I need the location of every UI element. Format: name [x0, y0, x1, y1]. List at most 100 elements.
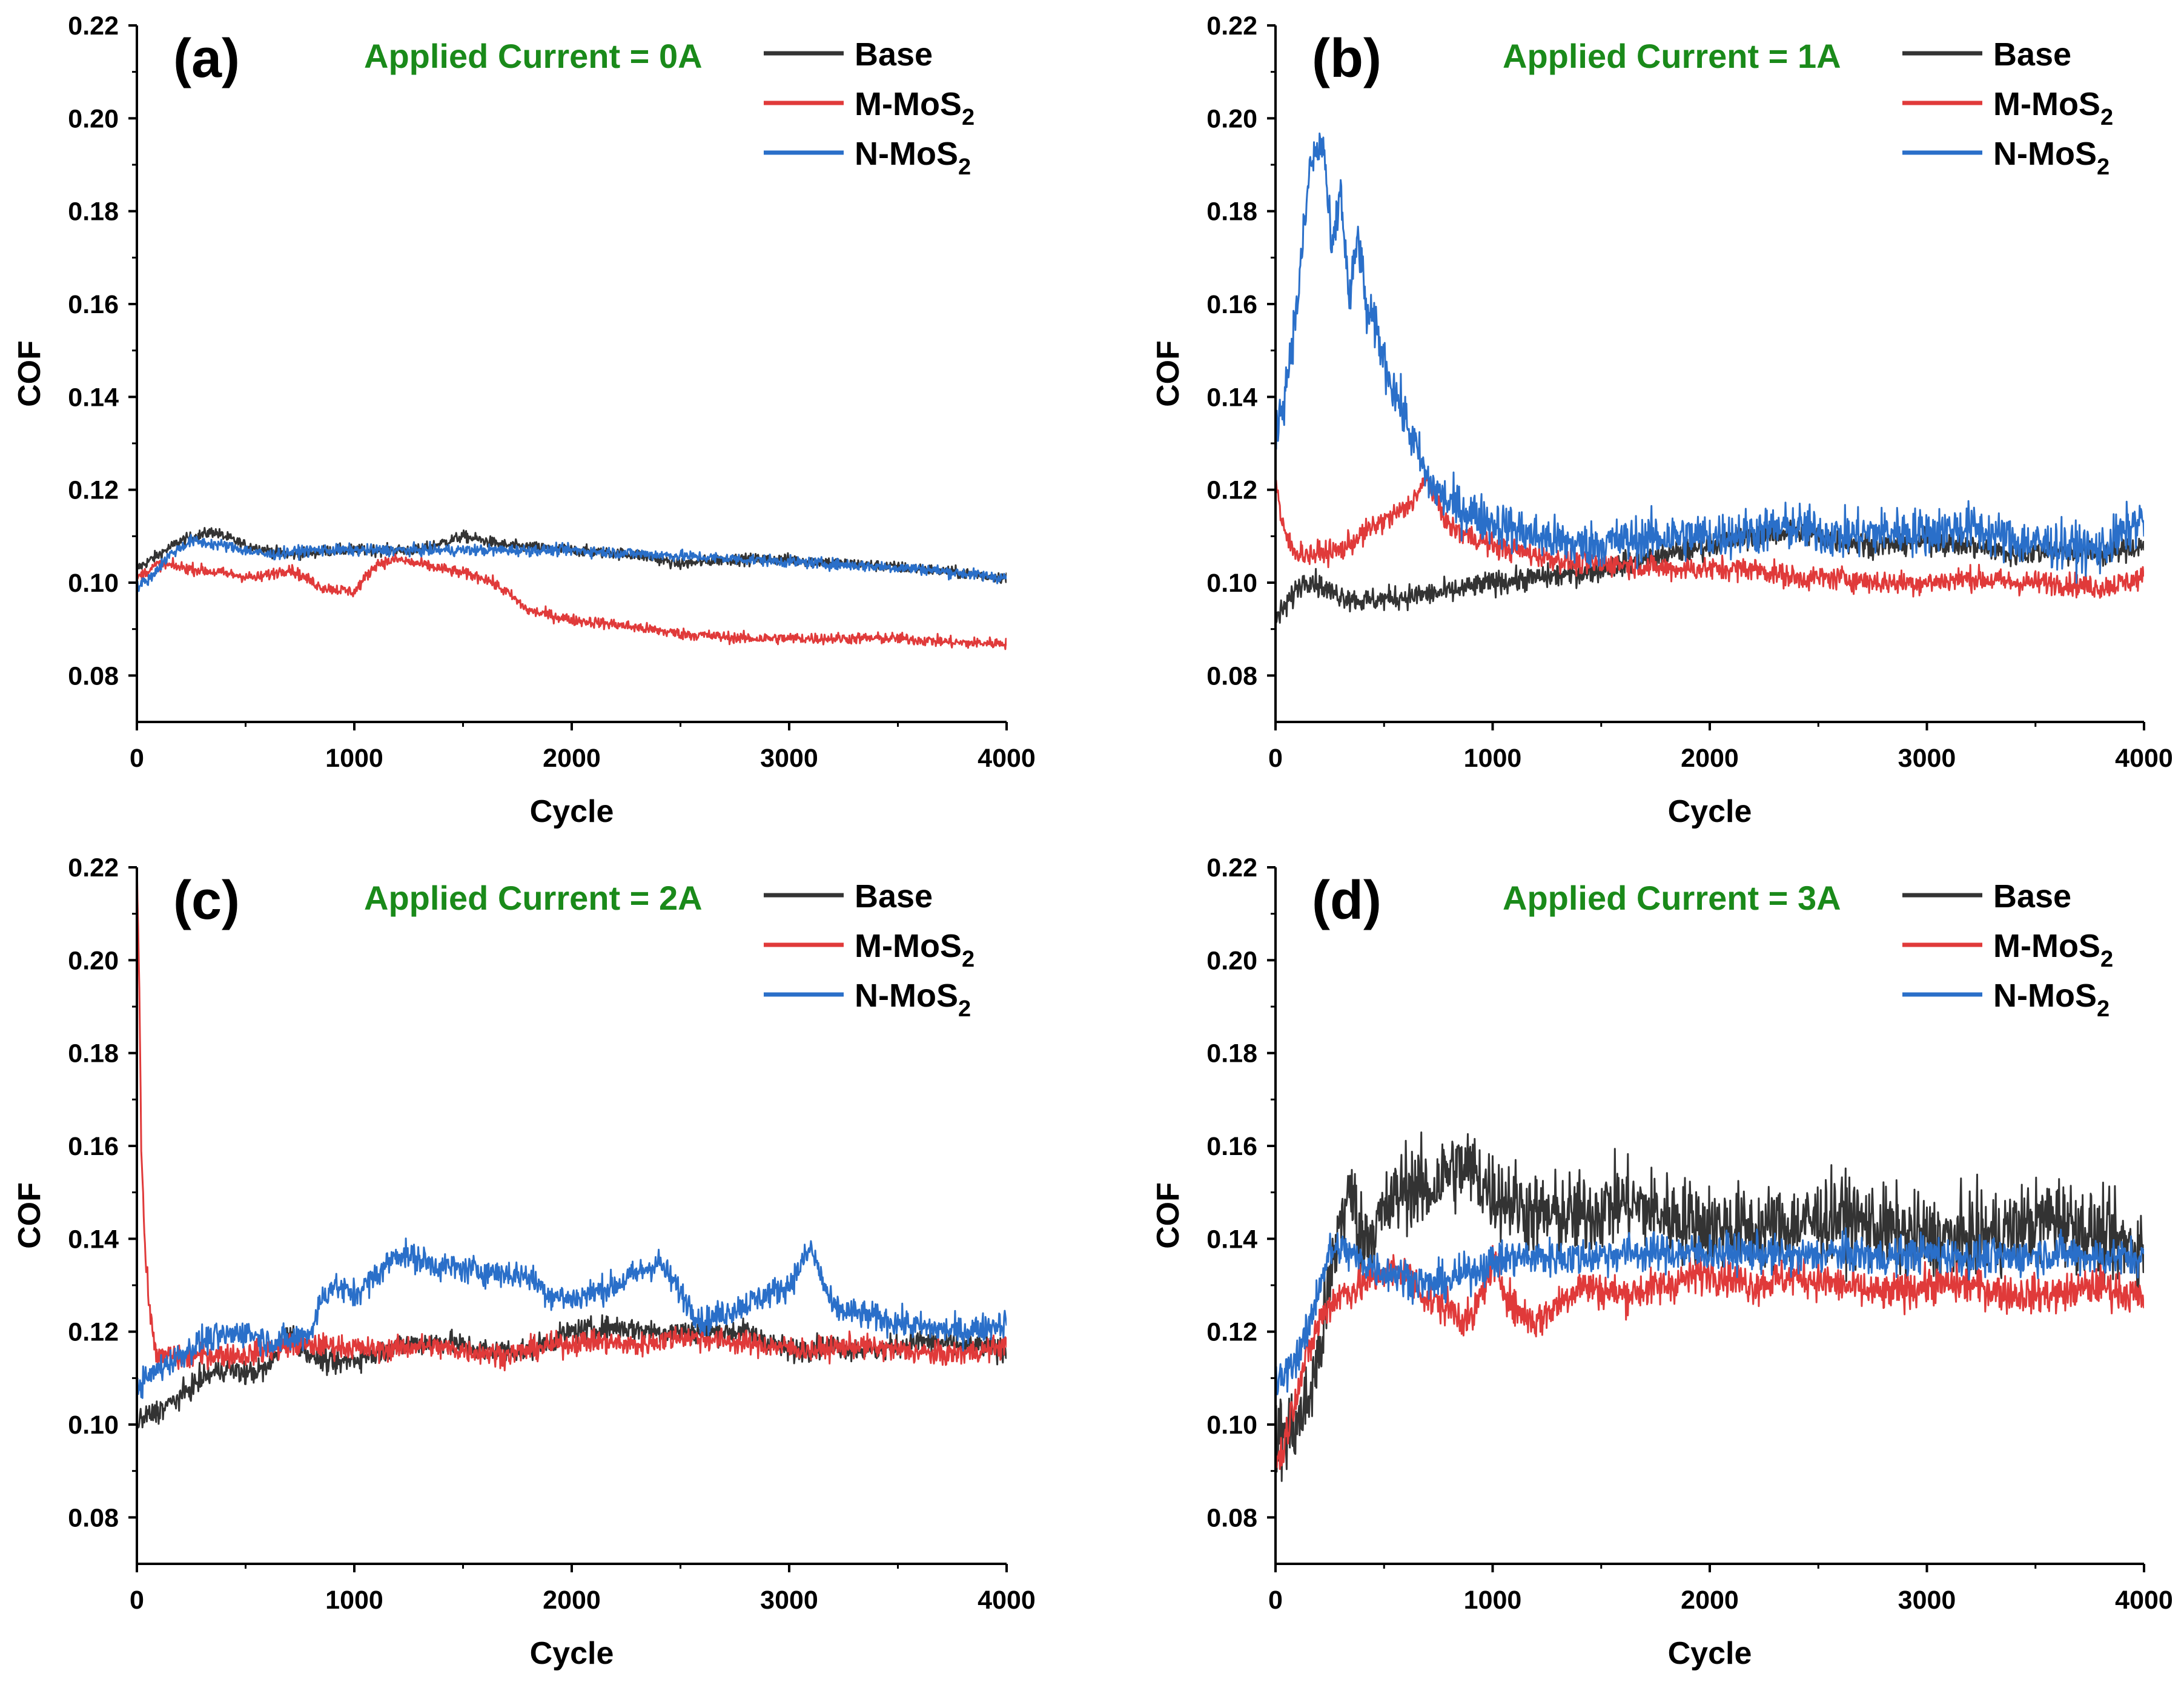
y-axis-title: COF [1151, 340, 1186, 407]
y-tick-label: 0.16 [68, 1132, 119, 1161]
x-tick-label: 0 [1268, 1586, 1283, 1615]
y-tick-label: 0.12 [68, 1318, 119, 1347]
y-tick-label: 0.22 [68, 853, 119, 882]
legend-label-text: Base [855, 36, 933, 73]
x-axis-title: Cycle [1668, 1636, 1752, 1671]
y-tick-label: 0.08 [1206, 1503, 1257, 1532]
y-tick-label: 0.20 [68, 946, 119, 975]
x-tick-label: 3000 [760, 1586, 818, 1615]
x-tick-label: 4000 [2115, 744, 2173, 773]
legend-label-text: Base [1993, 878, 2071, 915]
y-tick-label: 0.10 [68, 569, 119, 598]
legend-label: Base [1993, 36, 2071, 73]
y-tick-label: 0.22 [68, 12, 119, 41]
y-tick-label: 0.10 [1206, 1411, 1257, 1440]
legend-label: M-MoS2 [855, 86, 975, 130]
y-tick-label: 0.20 [1206, 104, 1257, 133]
x-tick-label: 1000 [1464, 1586, 1522, 1615]
y-tick-label: 0.18 [68, 1039, 119, 1068]
legend-label-text: N-MoS [855, 978, 958, 1014]
y-axis-title: COF [12, 1182, 47, 1249]
applied-current-annotation: Applied Current = 2A [364, 879, 703, 917]
legend-label-subscript: 2 [2097, 154, 2110, 180]
legend-label: N-MoS2 [855, 136, 971, 180]
y-tick-label: 0.12 [68, 476, 119, 505]
panel-label: (d) [1312, 870, 1382, 931]
y-tick-label: 0.22 [1206, 12, 1257, 41]
panel-b: 0.08 0.10 0.12 0.14 0.16 0.18 0.20 0.22 0 1000 200… [1151, 12, 2173, 829]
series-line-n-mos2 [1276, 1227, 2144, 1395]
y-tick-label: 0.08 [1206, 661, 1257, 690]
x-tick-label: 4000 [978, 744, 1036, 773]
panel-c: 0.08 0.10 0.12 0.14 0.16 0.18 0.20 0.22 0 1000 200… [12, 853, 1036, 1671]
y-tick-label: 0.16 [68, 290, 119, 319]
legend-label-text: Base [855, 878, 933, 915]
legend-label-text: N-MoS [1993, 978, 2097, 1014]
series-line-n-mos2 [1276, 132, 2144, 584]
applied-current-annotation: Applied Current = 3A [1503, 879, 1841, 917]
y-tick-label: 0.14 [1206, 383, 1257, 412]
legend-label-subscript: 2 [958, 996, 971, 1022]
legend-label-text: N-MoS [855, 136, 958, 172]
x-tick-label: 2000 [543, 744, 601, 773]
x-tick-label: 4000 [2115, 1586, 2173, 1615]
legend-label-subscript: 2 [2097, 996, 2110, 1022]
series-line-m-mos2 [1276, 1245, 2144, 1470]
legend-label-subscript: 2 [962, 105, 975, 130]
legend-label: N-MoS2 [855, 978, 971, 1022]
x-tick-label: 4000 [978, 1586, 1036, 1615]
x-tick-label: 0 [1268, 744, 1283, 773]
y-tick-label: 0.10 [68, 1411, 119, 1440]
legend-label-text: Base [1993, 36, 2071, 73]
y-tick-label: 0.12 [1206, 1318, 1257, 1347]
legend-label-text: N-MoS [1993, 136, 2097, 172]
legend-label-text: M-MoS [1993, 86, 2100, 122]
legend-label-text: M-MoS [855, 86, 962, 122]
series-line-m-mos2 [1276, 475, 2144, 599]
applied-current-annotation: Applied Current = 1A [1503, 37, 1841, 75]
y-tick-label: 0.12 [1206, 476, 1257, 505]
x-tick-label: 0 [130, 1586, 144, 1615]
y-tick-label: 0.08 [68, 1503, 119, 1532]
y-axis-title: COF [12, 340, 47, 407]
x-axis-title: Cycle [1668, 794, 1752, 829]
legend-label: M-MoS2 [1993, 928, 2113, 972]
x-tick-label: 1000 [325, 1586, 383, 1615]
legend-label-subscript: 2 [2100, 105, 2113, 130]
legend-label: Base [855, 36, 933, 73]
panel-a: 0.08 0.10 0.12 0.14 0.16 0.18 0.20 0.22 0 1000 200… [12, 12, 1036, 829]
x-axis-title: Cycle [530, 794, 614, 829]
x-tick-label: 3000 [1898, 1586, 1956, 1615]
series-line-n-mos2 [137, 1237, 1007, 1400]
x-tick-label: 1000 [325, 744, 383, 773]
panel-label: (c) [173, 870, 240, 931]
series-line-n-mos2 [137, 534, 1007, 592]
legend-label-subscript: 2 [958, 154, 971, 180]
applied-current-annotation: Applied Current = 0A [364, 37, 703, 75]
y-tick-label: 0.14 [68, 1225, 119, 1254]
x-tick-label: 3000 [1898, 744, 1956, 773]
legend-label: Base [855, 878, 933, 915]
x-tick-label: 3000 [760, 744, 818, 773]
panel-label: (a) [173, 28, 240, 89]
x-tick-label: 2000 [1681, 744, 1739, 773]
legend-label: N-MoS2 [1993, 978, 2110, 1022]
x-tick-label: 1000 [1464, 744, 1522, 773]
legend-label: N-MoS2 [1993, 136, 2110, 180]
y-tick-label: 0.18 [1206, 197, 1257, 227]
y-tick-label: 0.20 [1206, 946, 1257, 975]
legend-label-subscript: 2 [962, 947, 975, 972]
legend-label: M-MoS2 [1993, 86, 2113, 130]
legend-label: Base [1993, 878, 2071, 915]
y-tick-label: 0.14 [1206, 1225, 1257, 1254]
x-tick-label: 2000 [1681, 1586, 1739, 1615]
x-tick-label: 0 [130, 744, 144, 773]
y-tick-label: 0.14 [68, 383, 119, 412]
y-tick-label: 0.16 [1206, 290, 1257, 319]
y-tick-label: 0.18 [68, 197, 119, 227]
x-tick-label: 2000 [543, 1586, 601, 1615]
series-line-base [1276, 1131, 2144, 1482]
legend-label-text: M-MoS [1993, 928, 2100, 964]
y-tick-label: 0.10 [1206, 569, 1257, 598]
y-tick-label: 0.08 [68, 661, 119, 690]
